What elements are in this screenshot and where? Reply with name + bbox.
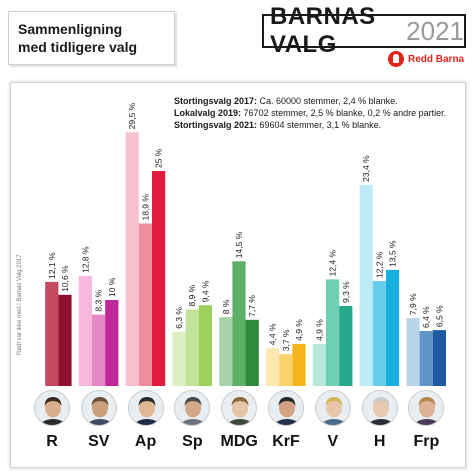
bar-ap-2017 [125, 132, 139, 386]
bar-krf-2019 [279, 354, 293, 386]
bar-label-sv-2021: 10 % [107, 277, 117, 297]
bar-label-frp-2019: 6,4 % [421, 306, 431, 328]
bar-label-r-2019: 12,1 % [47, 252, 57, 279]
portrait-ap [127, 390, 164, 426]
party-label-h: H [373, 433, 386, 450]
bar-h-2017 [359, 184, 373, 386]
bar-frp-2019 [419, 331, 433, 386]
portrait-v [314, 390, 351, 426]
bar-label-mdg-2017: 8 % [221, 299, 231, 314]
note-2019: Lokalvalg 2019: 76702 stemmer, 2,5 % bla… [174, 108, 447, 118]
bar-mdg-2017 [219, 317, 233, 386]
bar-label-h-2019: 12,2 % [374, 251, 384, 278]
bar-label-sp-2019: 8,9 % [187, 284, 197, 306]
bar-krf-2017 [266, 348, 280, 386]
bar-label-sv-2017: 12,8 % [80, 246, 90, 273]
bar-v-2021 [339, 306, 353, 386]
bar-sp-2019 [185, 309, 199, 386]
bar-ap-2019 [138, 223, 152, 386]
bar-label-h-2017: 23,4 % [361, 155, 371, 182]
bar-label-ap-2021: 25 % [154, 148, 164, 168]
bar-label-ap-2017: 29,5 % [127, 102, 137, 129]
party-label-sp: Sp [182, 433, 203, 450]
party-label-r: R [46, 433, 58, 450]
party-label-frp: Frp [413, 433, 440, 450]
bar-sp-2017 [172, 331, 186, 386]
bar-label-krf-2019: 3,7 % [281, 329, 291, 351]
bar-label-ap-2019: 18,9 % [140, 194, 150, 221]
bar-sv-2017 [78, 275, 92, 386]
bar-sv-2019 [92, 314, 106, 386]
bar-sp-2021 [198, 305, 212, 386]
logo-word-2: 2021 [406, 15, 464, 46]
bar-h-2021 [386, 269, 400, 386]
note-2021: Stortingsvalg 2021: 69604 stemmer, 3,1 %… [174, 120, 382, 130]
portrait-h [361, 390, 398, 426]
bar-krf-2021 [292, 343, 306, 386]
redd-barna-logo: Redd Barna [388, 50, 464, 68]
portrait-frp [408, 390, 445, 426]
bar-ap-2021 [152, 171, 166, 386]
title-line-2: med tidligere valg [18, 39, 138, 55]
redd-barna-logo-icon [388, 51, 404, 67]
bar-label-krf-2021: 4,9 % [294, 319, 304, 341]
bar-h-2019 [372, 281, 386, 386]
bar-r-2021 [58, 294, 72, 386]
party-label-sv: SV [88, 433, 110, 450]
bar-label-krf-2017: 4,4 % [268, 323, 278, 345]
bar-mdg-2019 [232, 261, 246, 386]
bar-r-2019 [45, 281, 59, 386]
party-label-ap: Ap [134, 433, 157, 450]
bar-label-sp-2017: 6,3 % [174, 307, 184, 329]
redd-barna-label: Redd Barna [408, 53, 465, 65]
bar-label-v-2021: 9,3 % [341, 281, 351, 303]
bar-label-sv-2019: 8,3 % [94, 289, 104, 311]
bar-label-r-2021: 10,6 % [60, 265, 70, 292]
logo-word-1: BARNAS VALG [270, 3, 376, 58]
bar-v-2017 [312, 343, 326, 386]
bar-v-2019 [326, 279, 340, 386]
chart-notes: Stortingsvalg 2017: Ca. 60000 stemmer, 2… [174, 95, 446, 131]
party-label-krf: KrF [272, 433, 300, 450]
bar-label-frp-2021: 6,5 % [434, 305, 444, 327]
title-box: Sammenligning med tidligere valg [8, 11, 175, 65]
bar-frp-2021 [432, 330, 446, 386]
bar-label-mdg-2019: 14,5 % [234, 231, 244, 258]
bar-label-sp-2021: 9,4 % [200, 280, 210, 302]
bar-frp-2017 [406, 318, 420, 386]
portrait-r [34, 390, 70, 426]
party-label-v: V [327, 433, 339, 450]
bar-label-v-2017: 4,9 % [314, 319, 324, 341]
bar-label-h-2021: 13,5 % [388, 240, 398, 267]
bar-label-mdg-2021: 7,7 % [247, 295, 257, 317]
bar-label-v-2019: 12,4 % [328, 249, 338, 276]
bar-mdg-2021 [245, 319, 259, 386]
title-line-1: Sammenligning [18, 21, 123, 37]
portrait-sp [174, 390, 211, 426]
note-2017: Stortingsvalg 2017: Ca. 60000 stemmer, 2… [174, 96, 398, 106]
portrait-mdg [221, 390, 258, 426]
party-label-mdg: MDG [220, 433, 258, 450]
bar-label-frp-2017: 7,9 % [408, 293, 418, 315]
barnas-valg-logo: BARNAS VALG 2021 [262, 3, 466, 58]
bar-sv-2021 [105, 300, 119, 386]
portrait-sv [80, 390, 117, 426]
portrait-krf [268, 390, 304, 426]
